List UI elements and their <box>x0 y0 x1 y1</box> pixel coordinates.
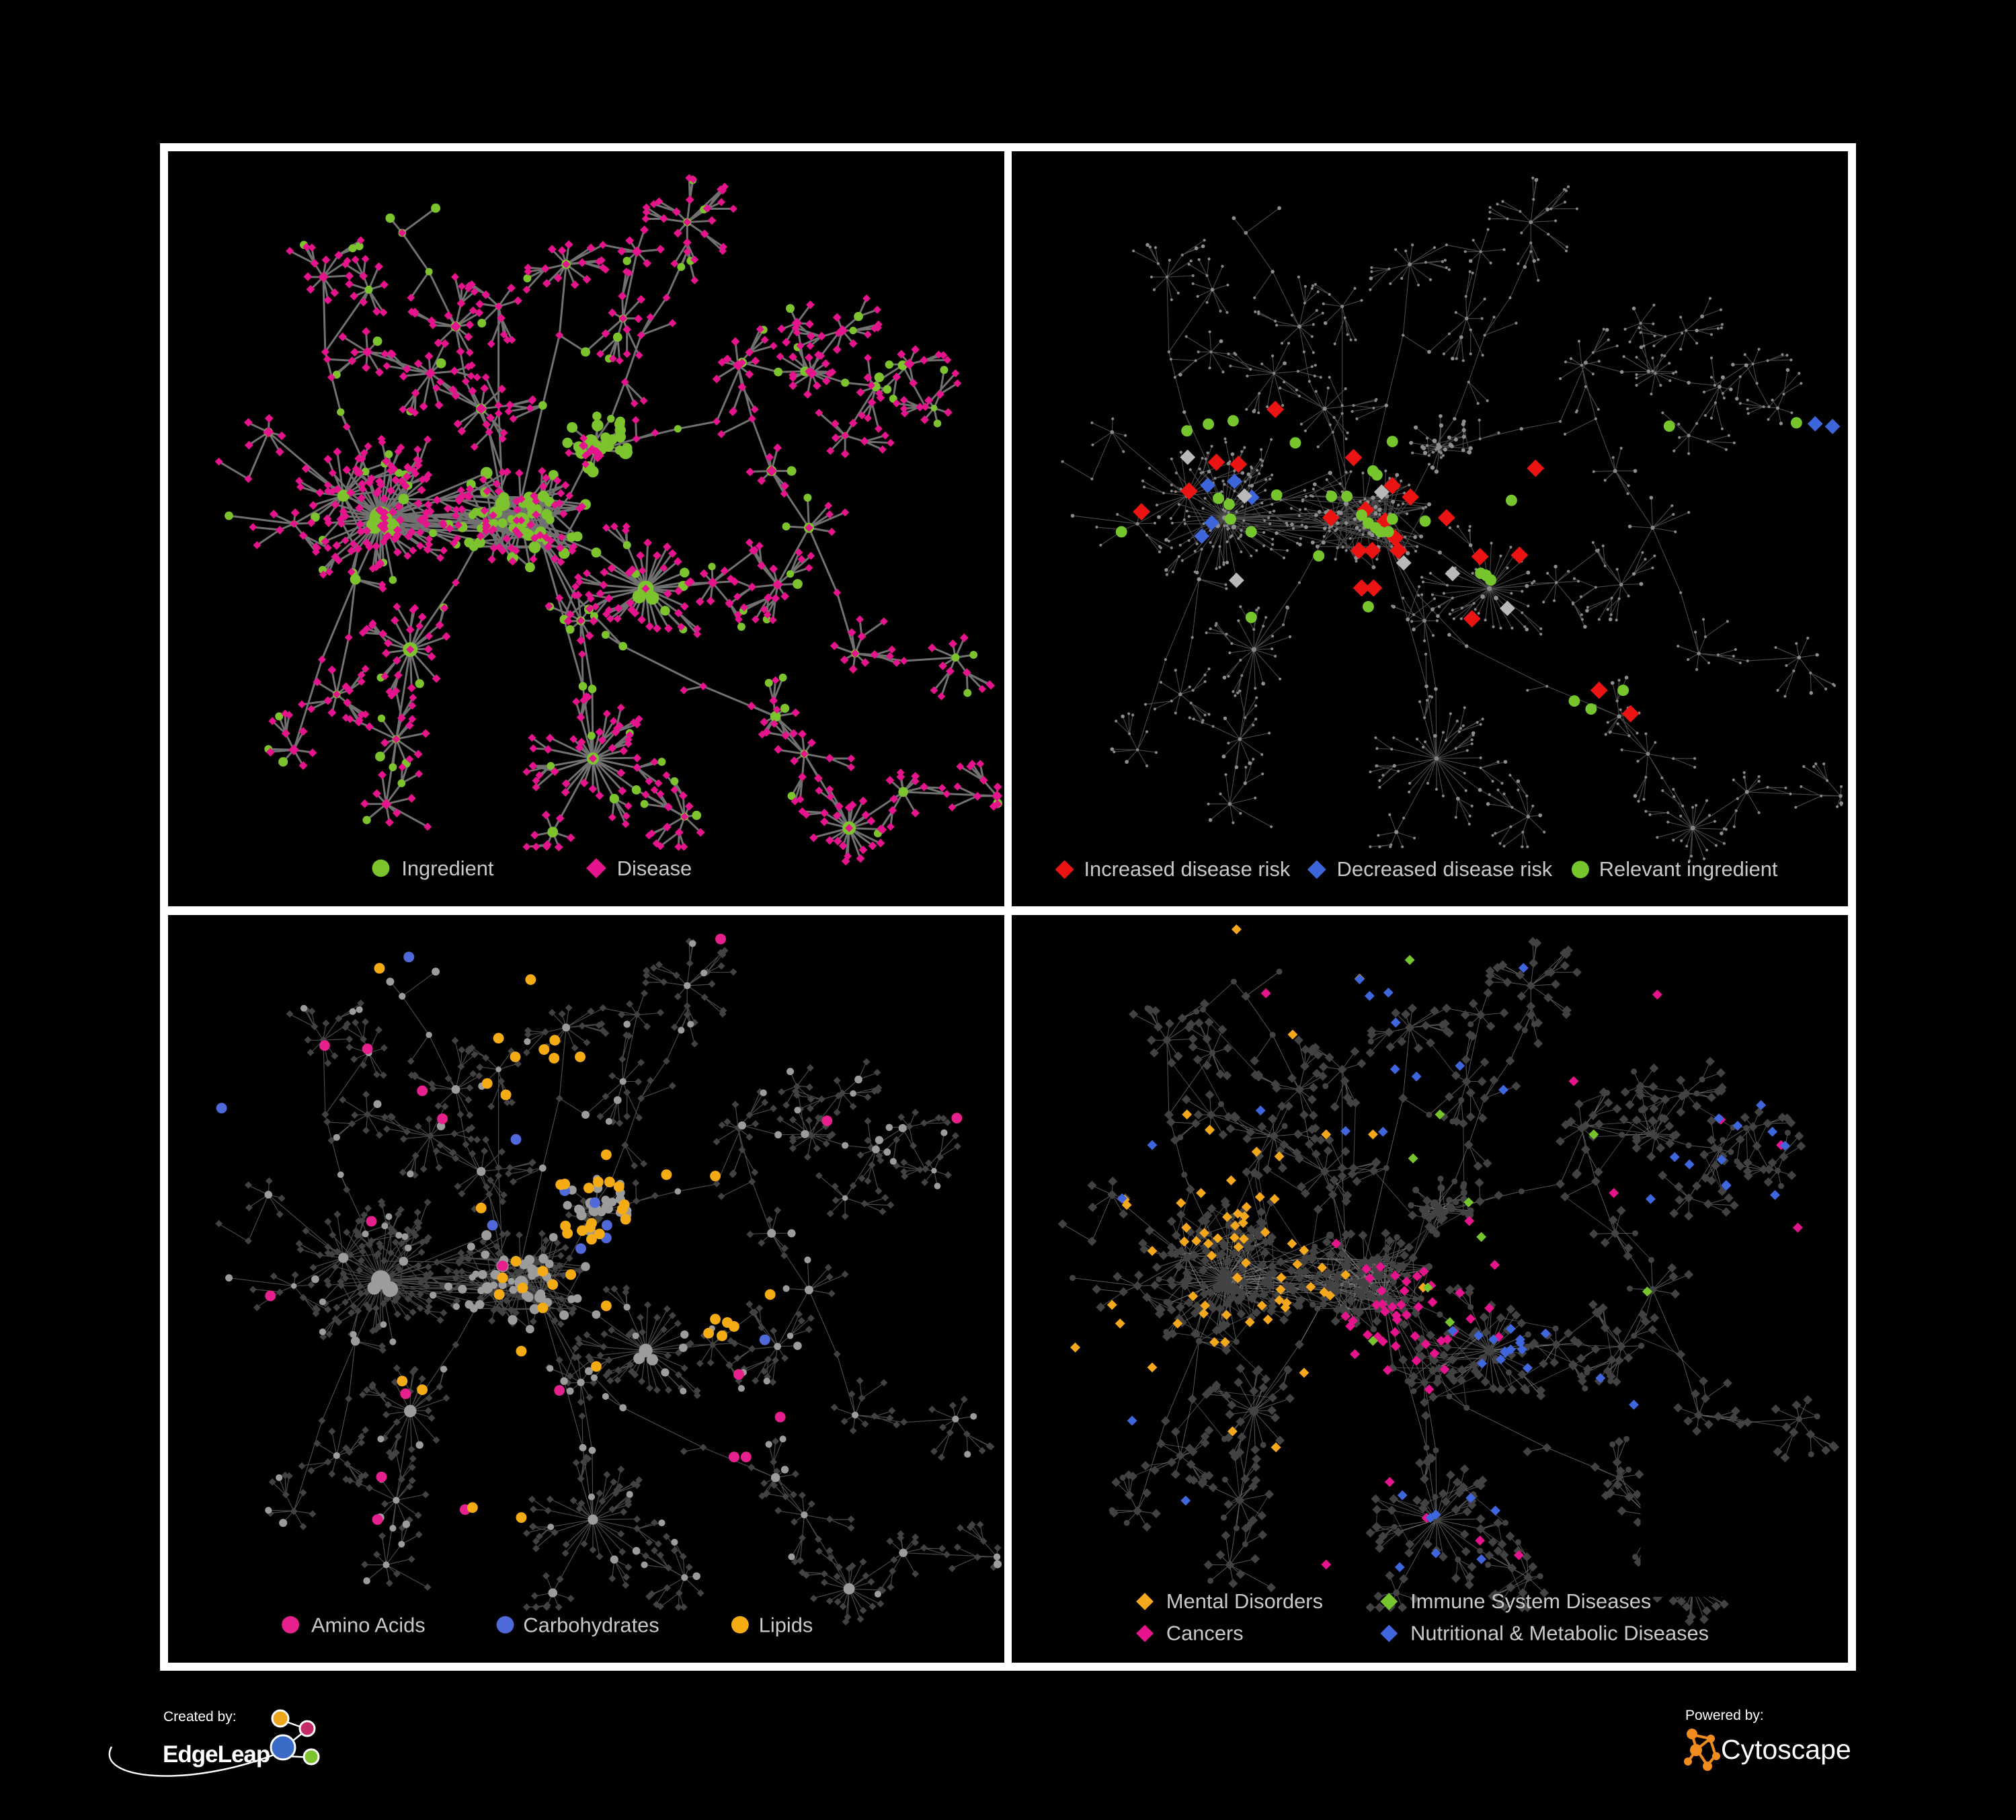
svg-text:Mental Disorders: Mental Disorders <box>1166 1589 1323 1613</box>
svg-text:Decreased disease risk: Decreased disease risk <box>1337 857 1553 881</box>
svg-text:Immune System Diseases: Immune System Diseases <box>1410 1589 1651 1613</box>
svg-text:Amino Acids: Amino Acids <box>311 1614 426 1637</box>
svg-text:Cancers: Cancers <box>1166 1621 1244 1645</box>
svg-text:Ingredient: Ingredient <box>401 857 494 880</box>
svg-text:Disease: Disease <box>617 857 692 880</box>
svg-text:Powered by:: Powered by: <box>1685 1708 1764 1723</box>
svg-text:EdgeLeap: EdgeLeap <box>163 1741 270 1768</box>
svg-text:Relevant ingredient: Relevant ingredient <box>1599 857 1778 881</box>
svg-text:Cytoscape: Cytoscape <box>1721 1734 1851 1765</box>
svg-text:Nutritional & Metabolic Diseas: Nutritional & Metabolic Diseases <box>1410 1621 1709 1645</box>
svg-text:Carbohydrates: Carbohydrates <box>523 1614 659 1637</box>
svg-text:Created by:: Created by: <box>163 1709 237 1725</box>
svg-text:Increased disease risk: Increased disease risk <box>1084 857 1290 881</box>
svg-text:Lipids: Lipids <box>759 1614 813 1637</box>
